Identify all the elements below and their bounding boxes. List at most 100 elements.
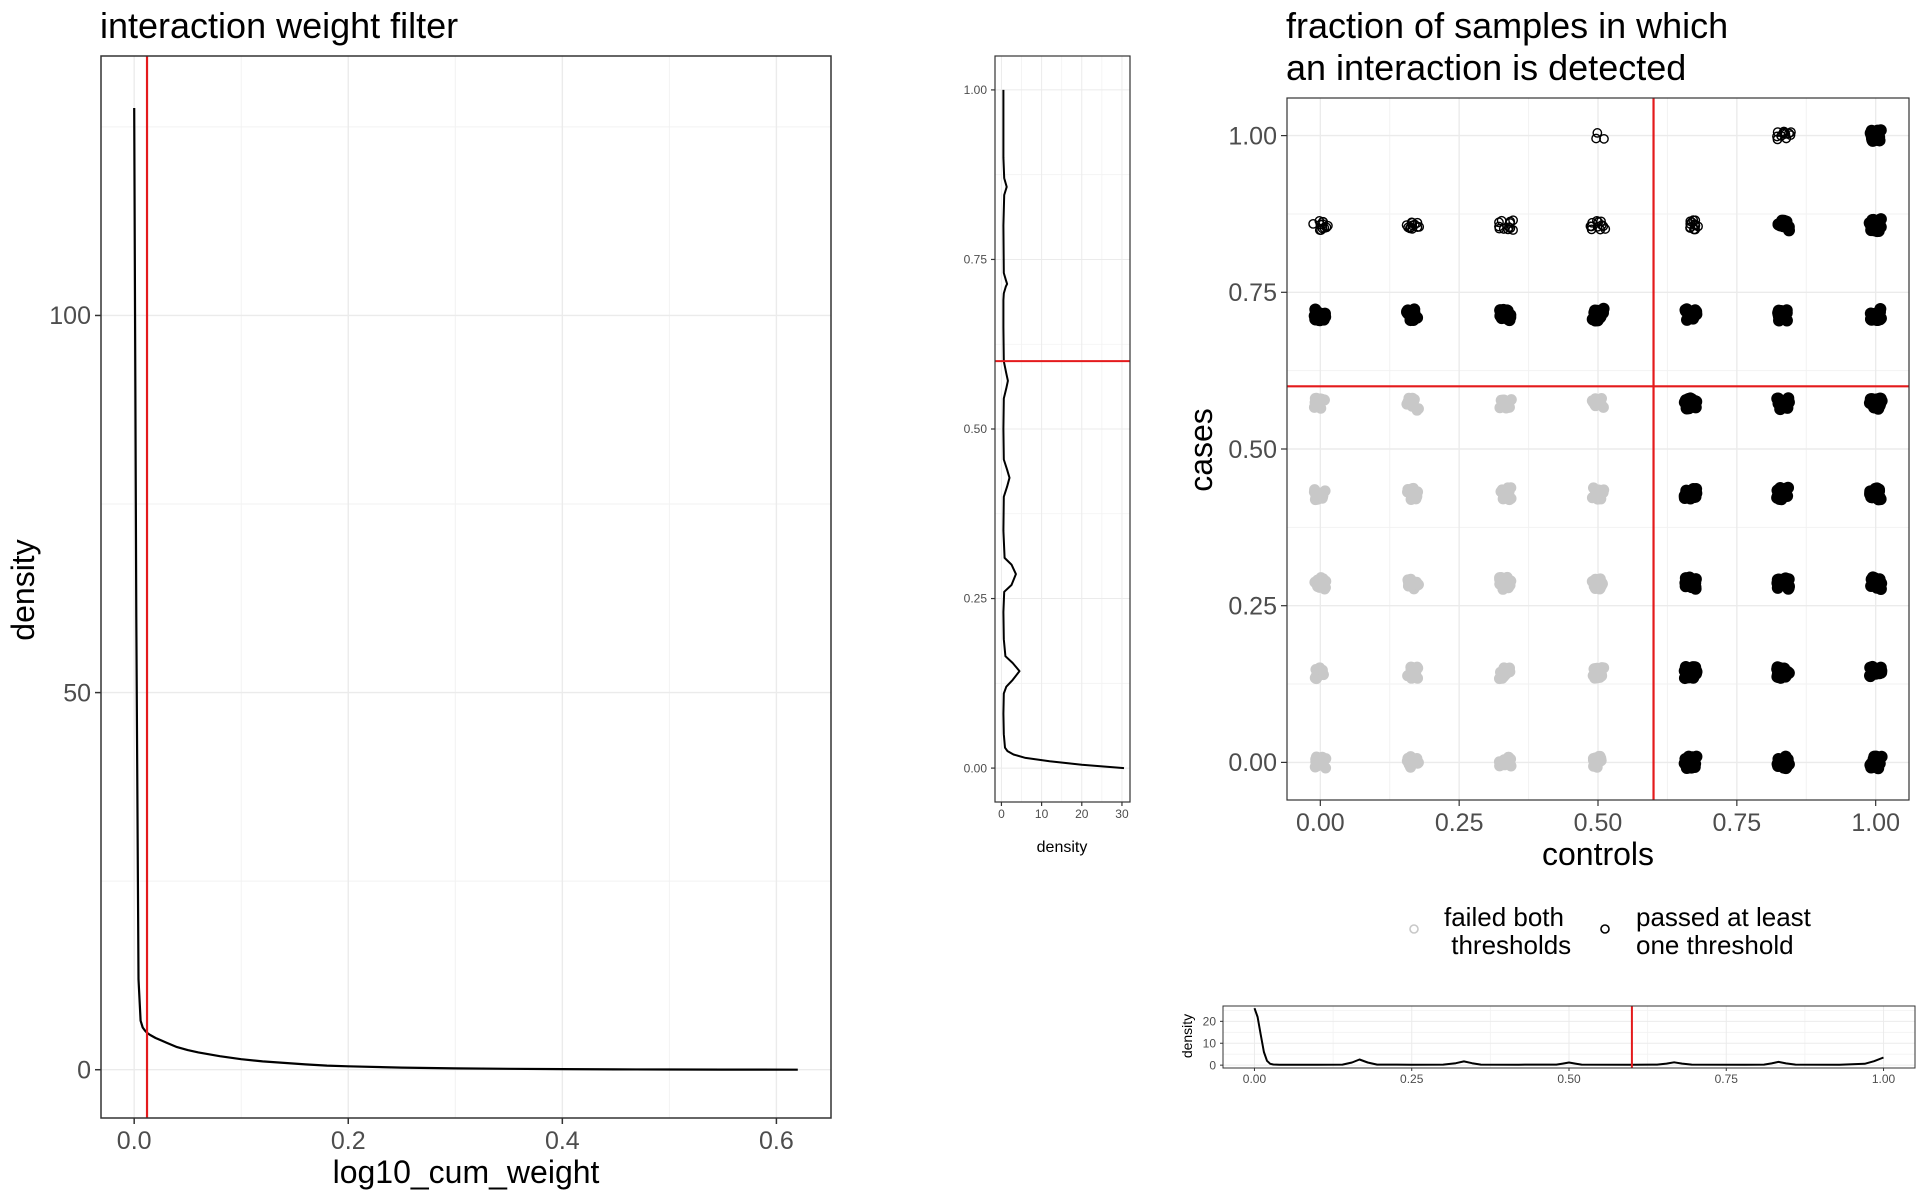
point-passed: [1505, 223, 1516, 234]
y-tick-label: 0.00: [964, 761, 988, 775]
point-failed: [1411, 404, 1423, 416]
point-passed: [1690, 215, 1701, 226]
x-tick-label: 0.0: [117, 1127, 152, 1155]
legend-label-passed-line-1: passed at least: [1636, 902, 1812, 932]
y-tick-label: 10: [1203, 1036, 1217, 1050]
scatter-title-line-2: an interaction is detected: [1286, 47, 1686, 88]
point-passed: [1494, 217, 1504, 228]
y-tick-label: 0.75: [964, 253, 988, 267]
point-passed: [1875, 750, 1888, 763]
point-passed: [1412, 222, 1423, 233]
point-passed: [1494, 223, 1505, 234]
point-failed: [1310, 756, 1322, 768]
marginal-y-x-ticks: 0 10 20 30: [998, 802, 1129, 821]
y-tick-label: 100: [49, 302, 91, 330]
x-tick-label: 0.25: [1435, 809, 1484, 837]
marginal-x-series: [1253, 1007, 1884, 1066]
point-passed: [1682, 392, 1695, 405]
x-tick-label: 0.6: [759, 1127, 794, 1155]
x-tick-label: 0.25: [1400, 1072, 1424, 1086]
point-passed: [1786, 127, 1796, 138]
point-passed: [1772, 127, 1783, 138]
point-failed: [1402, 576, 1414, 588]
point-passed: [1776, 400, 1789, 413]
y-tick-label: 50: [63, 679, 91, 707]
weight-panel-title: interaction weight filter: [100, 5, 458, 46]
point-failed: [1596, 576, 1608, 588]
y-tick-label: 1.00: [964, 83, 988, 97]
x-tick-label: 0.2: [331, 1127, 366, 1155]
x-tick-label: 20: [1075, 807, 1089, 821]
y-tick-label: 20: [1203, 1015, 1217, 1029]
point-passed: [1403, 222, 1414, 233]
point-passed: [1591, 133, 1602, 144]
point-failed: [1586, 492, 1598, 504]
legend-label-failed-line-1: failed both: [1444, 902, 1564, 932]
point-passed: [1679, 661, 1692, 674]
point-passed: [1308, 218, 1319, 229]
point-passed: [1771, 580, 1784, 593]
point-passed: [1679, 753, 1692, 766]
scatter-x-ticks: 0.00 0.25 0.50 0.75 1.00: [1296, 800, 1900, 837]
point-passed: [1505, 216, 1516, 227]
x-tick-label: 0.50: [1574, 809, 1623, 837]
point-passed: [1775, 493, 1788, 506]
point-failed: [1503, 494, 1515, 506]
point-passed: [1690, 220, 1701, 231]
marginal-x-grid: [1223, 1006, 1915, 1068]
point-passed: [1314, 225, 1325, 235]
weight-series: [133, 107, 798, 1071]
x-tick-label: 1.00: [1872, 1072, 1896, 1086]
point-passed: [1412, 217, 1423, 228]
x-tick-label: 0.4: [545, 1127, 580, 1155]
point-passed: [1680, 304, 1693, 317]
point-failed: [1504, 579, 1516, 591]
marginal-x-panel-border: [1222, 1005, 1916, 1069]
weight-panel-border: [100, 55, 832, 1119]
y-tick-label: 0: [1209, 1058, 1216, 1072]
point-failed: [1314, 662, 1326, 674]
x-tick-label: 1.00: [1851, 809, 1900, 837]
marginal-x-y-ticks: 0 10 20: [1203, 1015, 1223, 1072]
point-failed: [1595, 493, 1607, 505]
point-passed: [1782, 581, 1795, 594]
legend-key-passed: [1600, 924, 1610, 934]
marginal-y-grid: [995, 56, 1130, 802]
point-failed: [1308, 401, 1320, 413]
point-failed: [1503, 484, 1515, 496]
x-tick-label: 0.00: [1296, 809, 1345, 837]
point-passed: [1863, 396, 1876, 409]
point-passed: [1586, 224, 1597, 235]
x-tick-label: 0.50: [1557, 1072, 1581, 1086]
point-passed: [1598, 221, 1609, 232]
x-tick-label: 10: [1035, 807, 1049, 821]
point-failed: [1587, 482, 1599, 494]
point-passed: [1777, 216, 1790, 229]
point-passed: [1682, 573, 1695, 586]
marginal-y-panel-border: [994, 55, 1131, 803]
point-passed: [1873, 214, 1886, 227]
point-passed: [1318, 216, 1329, 227]
scatter-grid: [1287, 98, 1909, 800]
y-tick-label: 0.25: [964, 592, 988, 606]
x-tick-label: 0.75: [1715, 1072, 1739, 1086]
scatter-x-label: controls: [1542, 836, 1654, 872]
point-passed: [1689, 484, 1702, 497]
point-passed: [1682, 671, 1695, 684]
point-passed: [1591, 215, 1602, 226]
point-passed: [1680, 402, 1693, 415]
y-tick-label: 1.00: [1228, 122, 1277, 150]
point-failed: [1405, 672, 1417, 684]
x-tick-label: 0.00: [1243, 1072, 1267, 1086]
marginal-x-x-ticks: 0.00 0.25 0.50 0.75 1.00: [1243, 1068, 1896, 1086]
weight-y-label: density: [5, 539, 41, 640]
point-failed: [1312, 576, 1324, 588]
point-passed: [1773, 758, 1786, 771]
density-line: [1002, 89, 1125, 770]
point-passed: [1875, 394, 1888, 407]
y-tick-label: 0.25: [1228, 592, 1277, 620]
detection-fraction-panel: fraction of samples in which an interact…: [1183, 5, 1910, 960]
point-passed: [1863, 216, 1876, 229]
x-tick-label: 30: [1115, 807, 1129, 821]
point-failed: [1320, 753, 1332, 765]
